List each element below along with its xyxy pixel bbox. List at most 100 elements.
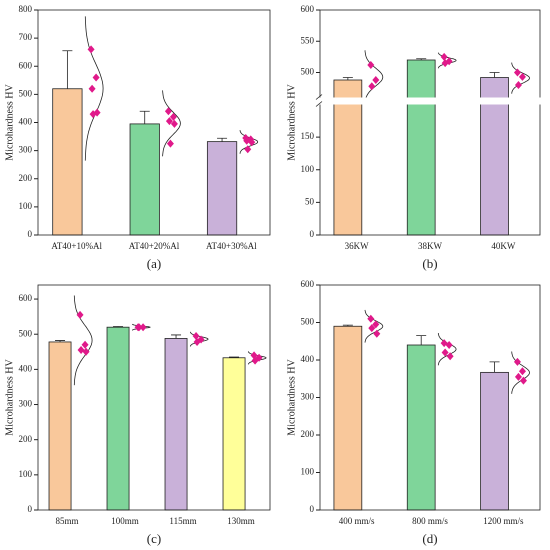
plot-frame xyxy=(319,284,541,511)
distribution-curve xyxy=(162,90,181,157)
y-tick-label: 0 xyxy=(310,504,315,514)
y-tick-label: 800 xyxy=(19,4,33,14)
data-point xyxy=(88,84,96,93)
bar xyxy=(52,88,83,236)
data-point xyxy=(441,348,449,357)
x-tick-label: 85mm xyxy=(55,516,78,526)
bar xyxy=(480,371,509,511)
x-tick-label: 800 mm/s xyxy=(412,516,448,526)
data-point xyxy=(518,367,526,376)
data-point xyxy=(250,351,258,360)
data-point xyxy=(169,112,177,121)
y-tick-label: 150 xyxy=(301,131,315,141)
error-bar xyxy=(416,58,427,60)
y-tick-label: 550 xyxy=(301,35,315,45)
distribution-curve xyxy=(364,50,384,104)
y-tick-label: 100 xyxy=(19,469,33,479)
distribution-curve xyxy=(437,333,457,366)
x-tick-label: 100mm xyxy=(111,516,139,526)
y-tick-label: 100 xyxy=(19,201,33,211)
distribution-curve xyxy=(511,62,530,94)
bar xyxy=(129,123,160,236)
data-point xyxy=(170,119,178,128)
y-tick-label: 500 xyxy=(19,328,33,338)
error-bar xyxy=(416,335,427,345)
panel-label: (b) xyxy=(422,256,437,271)
y-tick-label: 500 xyxy=(301,317,315,327)
y-tick-label: 400 xyxy=(301,354,315,364)
data-point xyxy=(440,52,448,61)
data-point xyxy=(513,68,521,77)
error-bar xyxy=(489,361,500,373)
data-point xyxy=(89,110,97,119)
data-point xyxy=(367,61,375,69)
error-bar xyxy=(139,110,150,124)
data-point xyxy=(367,314,375,323)
bar xyxy=(406,59,436,236)
error-bar xyxy=(229,356,240,358)
error-bar xyxy=(489,72,500,78)
y-axis-label: Microhardness HV xyxy=(4,359,15,436)
distribution-curve xyxy=(437,52,457,69)
error-bar xyxy=(55,340,66,342)
x-tick-label: 36KW xyxy=(345,241,369,251)
y-tick-label: 300 xyxy=(19,145,33,155)
bar xyxy=(48,341,72,511)
data-point xyxy=(518,72,526,81)
bar xyxy=(206,141,238,236)
data-point xyxy=(513,357,521,366)
data-point xyxy=(441,59,449,68)
y-tick-label: 50 xyxy=(305,196,315,206)
bar xyxy=(333,79,363,236)
x-tick-label: AT40+10%Al xyxy=(51,241,102,251)
y-tick-label: 600 xyxy=(19,60,33,70)
error-bar xyxy=(62,50,73,89)
data-point xyxy=(519,376,527,385)
data-point xyxy=(514,81,522,89)
bar xyxy=(106,326,130,511)
y-tick-label: 400 xyxy=(19,117,33,127)
distribution-curve xyxy=(84,16,104,161)
x-tick-label: 40KW xyxy=(491,241,515,251)
data-point xyxy=(445,341,453,349)
y-axis-label: Microhardness HV xyxy=(286,84,297,161)
y-tick-label: 500 xyxy=(19,88,33,98)
bar xyxy=(164,338,188,511)
data-point xyxy=(244,145,252,154)
y-tick-label: 0 xyxy=(310,229,315,239)
x-tick-label: 130mm xyxy=(227,516,255,526)
error-bar xyxy=(171,334,182,339)
data-point xyxy=(192,331,200,340)
x-tick-label: 115mm xyxy=(169,516,196,526)
y-tick-label: 100 xyxy=(301,467,315,477)
data-point xyxy=(193,337,201,346)
data-point xyxy=(373,329,381,338)
data-point xyxy=(139,323,147,332)
data-point xyxy=(248,138,256,147)
y-axis-label: Microhardness HV xyxy=(286,359,297,436)
distribution-curve xyxy=(364,309,384,343)
data-point xyxy=(514,372,522,381)
y-tick-label: 600 xyxy=(301,4,315,14)
data-point xyxy=(165,117,173,126)
distribution-curve xyxy=(73,295,93,386)
y-tick-label: 0 xyxy=(28,229,33,239)
distribution-curve xyxy=(239,130,259,154)
bar xyxy=(406,344,436,511)
y-tick-label: 300 xyxy=(301,392,315,402)
panel-label: (c) xyxy=(147,531,161,546)
panel-label: (d) xyxy=(422,531,437,546)
y-tick-label: 200 xyxy=(19,434,33,444)
data-point xyxy=(135,323,143,332)
data-point xyxy=(372,76,380,84)
x-tick-label: AT40+20%Al xyxy=(129,241,180,251)
data-point xyxy=(76,310,84,319)
data-point xyxy=(446,352,454,361)
data-point xyxy=(243,136,251,145)
x-tick-label: 400 mm/s xyxy=(339,516,375,526)
error-bar xyxy=(342,77,353,80)
plot-frame xyxy=(37,284,271,511)
data-point xyxy=(82,347,90,356)
error-bar xyxy=(342,324,353,327)
